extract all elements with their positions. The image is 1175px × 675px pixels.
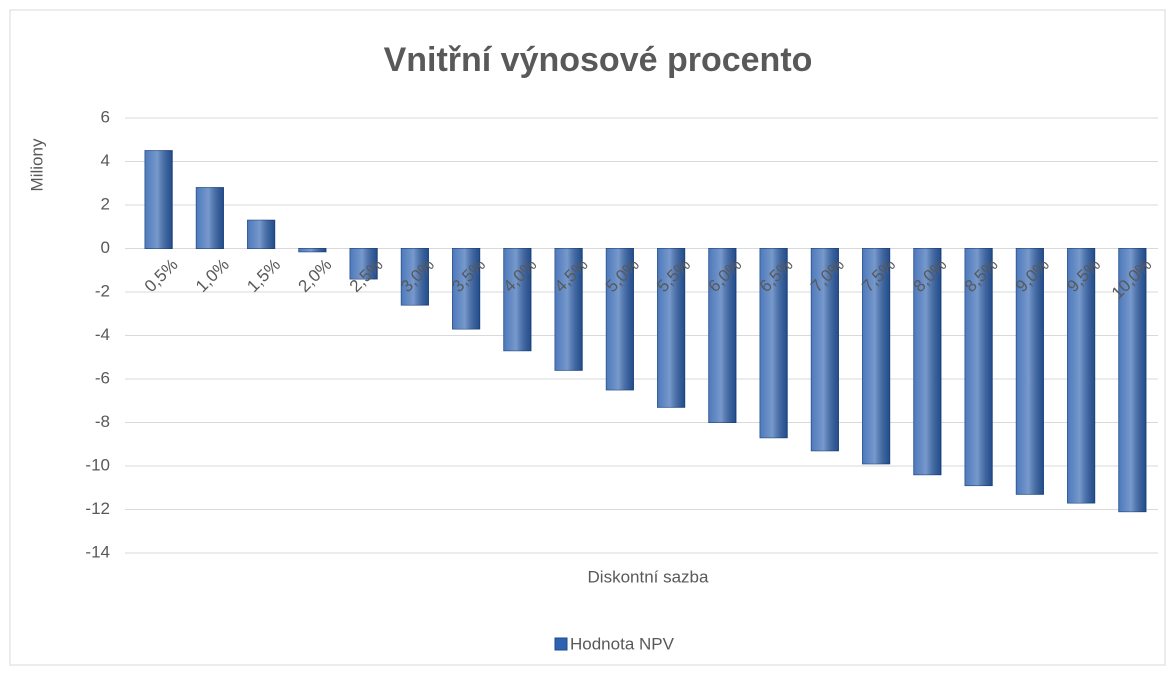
bar <box>195 187 224 250</box>
y-tick-label: 4 <box>101 151 110 170</box>
y-tick-label: -10 <box>85 455 110 474</box>
legend: Hodnota NPV <box>554 634 675 653</box>
y-tick-label: -4 <box>95 325 110 344</box>
y-tick-label: -8 <box>95 412 110 431</box>
x-axis-title: Diskontní sazba <box>588 567 709 586</box>
bar <box>247 219 276 250</box>
legend-label: Hodnota NPV <box>570 634 675 653</box>
y-tick-label: -2 <box>95 281 110 300</box>
y-axis-title: Miliony <box>27 138 46 191</box>
y-tick-label: -6 <box>95 368 110 387</box>
bar <box>298 248 327 253</box>
y-tick-label: -12 <box>85 499 110 518</box>
y-tick-label: 6 <box>101 107 110 126</box>
y-tick-label: 2 <box>101 194 110 213</box>
bar <box>144 150 173 249</box>
chart-title: Vnitřní výnosové procento <box>384 41 813 79</box>
legend-swatch <box>554 637 568 651</box>
y-tick-label: -14 <box>85 542 110 561</box>
y-tick-label: 0 <box>101 238 110 257</box>
